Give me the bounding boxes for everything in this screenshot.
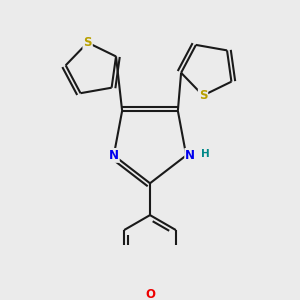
Text: S: S [199,89,207,102]
Text: N: N [109,149,119,162]
Text: O: O [145,288,155,300]
Text: H: H [201,149,210,159]
Text: N: N [185,149,195,162]
Text: S: S [83,36,92,49]
